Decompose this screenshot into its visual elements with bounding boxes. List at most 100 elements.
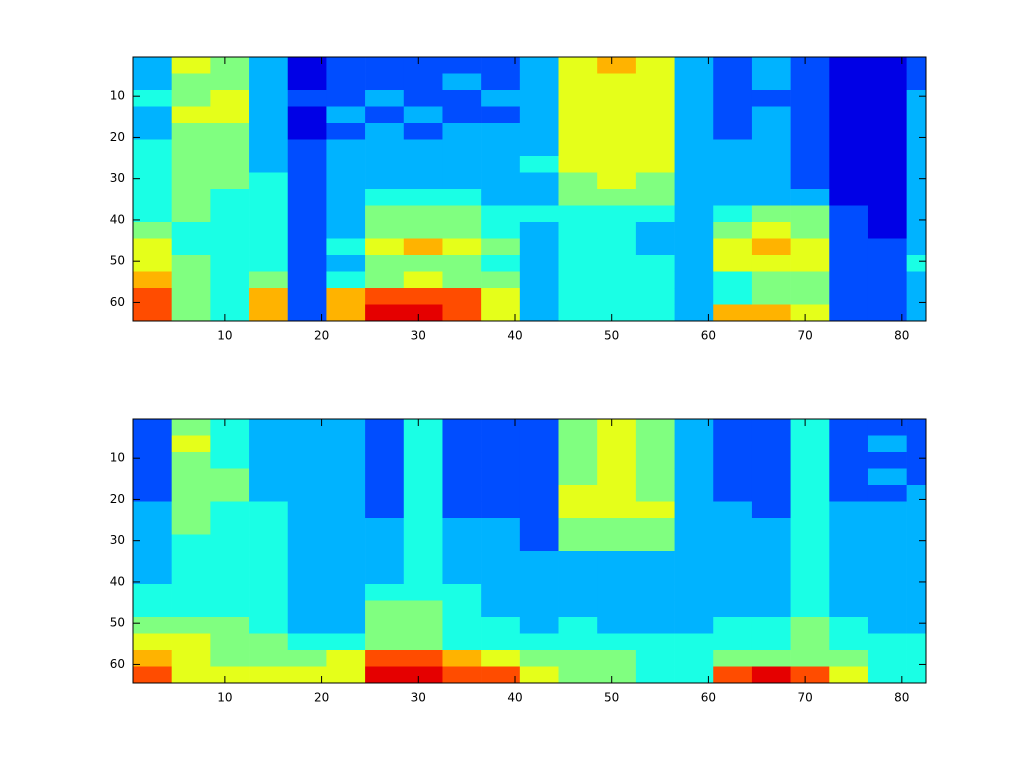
heat-cell bbox=[326, 304, 366, 322]
heat-cell bbox=[867, 90, 907, 107]
heat-cell bbox=[287, 584, 327, 601]
heat-cell bbox=[558, 534, 598, 552]
heat-cell bbox=[249, 551, 289, 568]
heat-cell bbox=[790, 57, 830, 74]
heat-cell bbox=[829, 288, 869, 305]
heat-cell bbox=[365, 90, 405, 107]
heat-cell bbox=[829, 518, 869, 535]
heat-cell bbox=[635, 73, 675, 91]
heat-cell bbox=[751, 106, 791, 124]
heat-cell bbox=[790, 222, 830, 239]
heat-cell bbox=[519, 633, 559, 651]
heat-cell bbox=[287, 255, 327, 272]
heat-cell bbox=[249, 123, 289, 140]
heat-cell bbox=[635, 255, 675, 272]
heat-cell bbox=[287, 485, 327, 502]
heat-cell bbox=[790, 139, 830, 157]
heat-cell bbox=[597, 650, 637, 667]
heat-cell bbox=[287, 633, 327, 651]
heat-cell bbox=[403, 57, 443, 74]
heat-cell bbox=[597, 600, 637, 618]
heat-cell bbox=[867, 666, 907, 684]
heat-cell bbox=[635, 534, 675, 552]
heat-cell bbox=[519, 452, 559, 469]
heat-cell bbox=[790, 584, 830, 601]
heat-cell bbox=[403, 567, 443, 585]
heat-cell bbox=[829, 139, 869, 157]
heat-cell bbox=[558, 57, 598, 74]
heat-cell bbox=[867, 485, 907, 502]
heat-cell bbox=[790, 90, 830, 107]
heat-cell bbox=[635, 435, 675, 453]
heat-cell bbox=[133, 106, 172, 124]
heat-cell bbox=[713, 255, 753, 272]
heat-cell bbox=[790, 600, 830, 618]
heat-cell bbox=[790, 304, 830, 322]
heat-cell bbox=[558, 485, 598, 502]
heat-cell bbox=[326, 617, 366, 634]
heat-cell bbox=[133, 666, 172, 684]
heat-cell bbox=[519, 518, 559, 535]
heat-cell bbox=[867, 139, 907, 157]
heat-cell bbox=[558, 205, 598, 223]
heat-cell bbox=[751, 650, 791, 667]
heat-cell bbox=[171, 584, 211, 601]
heat-cell bbox=[597, 139, 637, 157]
heat-cell bbox=[597, 106, 637, 124]
heat-cell bbox=[751, 271, 791, 289]
heat-cell bbox=[597, 419, 637, 436]
heat-cell bbox=[635, 551, 675, 568]
heat-cell bbox=[713, 139, 753, 157]
heat-cell bbox=[597, 288, 637, 305]
heat-cell bbox=[751, 288, 791, 305]
heat-cell bbox=[597, 617, 637, 634]
heat-cell bbox=[713, 600, 753, 618]
heat-cell bbox=[558, 567, 598, 585]
heat-cell bbox=[558, 501, 598, 519]
heat-cell bbox=[519, 419, 559, 436]
heat-cell bbox=[597, 73, 637, 91]
heat-cell bbox=[713, 106, 753, 124]
heat-cell bbox=[790, 534, 830, 552]
heat-cell bbox=[674, 518, 714, 535]
heat-cell bbox=[674, 551, 714, 568]
heat-cell bbox=[867, 238, 907, 256]
heat-cell bbox=[249, 435, 289, 453]
heat-cell bbox=[481, 551, 521, 568]
heat-cell bbox=[674, 468, 714, 486]
heat-cell bbox=[210, 567, 250, 585]
heat-cell bbox=[210, 90, 250, 107]
heat-cell bbox=[210, 73, 250, 91]
heat-cell bbox=[171, 304, 211, 322]
heat-cell bbox=[171, 650, 211, 667]
heat-cell bbox=[287, 222, 327, 239]
heat-cell bbox=[133, 452, 172, 469]
heat-cell bbox=[442, 419, 482, 436]
heat-cell bbox=[674, 452, 714, 469]
heat-cell bbox=[519, 485, 559, 502]
heat-cell bbox=[829, 106, 869, 124]
heat-cell bbox=[481, 288, 521, 305]
heat-cell bbox=[171, 452, 211, 469]
heat-cell bbox=[481, 123, 521, 140]
heat-cell bbox=[674, 534, 714, 552]
heat-cell bbox=[829, 304, 869, 322]
heat-cell bbox=[790, 551, 830, 568]
heat-cell bbox=[326, 666, 366, 684]
heat-cell bbox=[481, 304, 521, 322]
heat-cell bbox=[635, 518, 675, 535]
heat-cell bbox=[481, 156, 521, 173]
heat-cell bbox=[287, 73, 327, 91]
heat-cell bbox=[249, 452, 289, 469]
heat-cell bbox=[597, 485, 637, 502]
heat-cell bbox=[713, 73, 753, 91]
heat-cell bbox=[906, 156, 927, 173]
heat-cell bbox=[210, 435, 250, 453]
heat-cell bbox=[790, 567, 830, 585]
heat-cell bbox=[326, 255, 366, 272]
heat-cell bbox=[829, 468, 869, 486]
heat-cell bbox=[171, 567, 211, 585]
heat-cell bbox=[558, 139, 598, 157]
y-tick-label: 50 bbox=[110, 616, 125, 630]
heat-cell bbox=[171, 139, 211, 157]
